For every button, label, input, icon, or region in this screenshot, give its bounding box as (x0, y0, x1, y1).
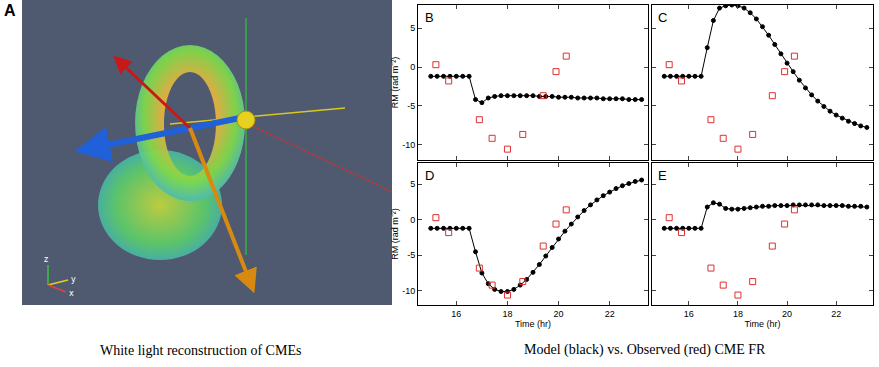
svg-text:E: E (658, 168, 667, 183)
svg-text:Time (hr): Time (hr) (744, 319, 780, 329)
svg-text:-5: -5 (407, 101, 415, 111)
svg-text:-5: -5 (407, 250, 415, 260)
svg-text:5: 5 (410, 179, 415, 189)
svg-text:5: 5 (410, 23, 415, 33)
svg-text:B: B (425, 10, 434, 25)
svg-text:White light reconstruction of: White light reconstruction of CMEs (100, 343, 301, 358)
svg-text:16: 16 (684, 309, 694, 319)
svg-text:Model (black) vs. Observed (re: Model (black) vs. Observed (red) CME FR (524, 342, 766, 358)
svg-text:z: z (44, 255, 48, 264)
svg-text:y: y (71, 275, 76, 284)
svg-text:D: D (425, 168, 434, 183)
svg-text:0: 0 (410, 62, 415, 72)
svg-text:RM (rad m⁻²): RM (rad m⁻²) (390, 208, 400, 260)
svg-text:18: 18 (502, 309, 512, 319)
svg-text:20: 20 (782, 309, 792, 319)
svg-text:0: 0 (410, 215, 415, 225)
svg-text:C: C (658, 10, 667, 25)
svg-text:RM (rad m⁻²): RM (rad m⁻²) (390, 57, 400, 109)
svg-text:A: A (4, 2, 16, 19)
svg-text:22: 22 (831, 309, 841, 319)
svg-text:-10: -10 (402, 286, 415, 296)
svg-text:22: 22 (605, 309, 615, 319)
svg-text:x: x (69, 289, 74, 298)
svg-text:Time (hr): Time (hr) (515, 319, 551, 329)
svg-text:20: 20 (554, 309, 564, 319)
svg-text:18: 18 (733, 309, 743, 319)
svg-text:16: 16 (451, 309, 461, 319)
svg-text:-10: -10 (402, 140, 415, 150)
